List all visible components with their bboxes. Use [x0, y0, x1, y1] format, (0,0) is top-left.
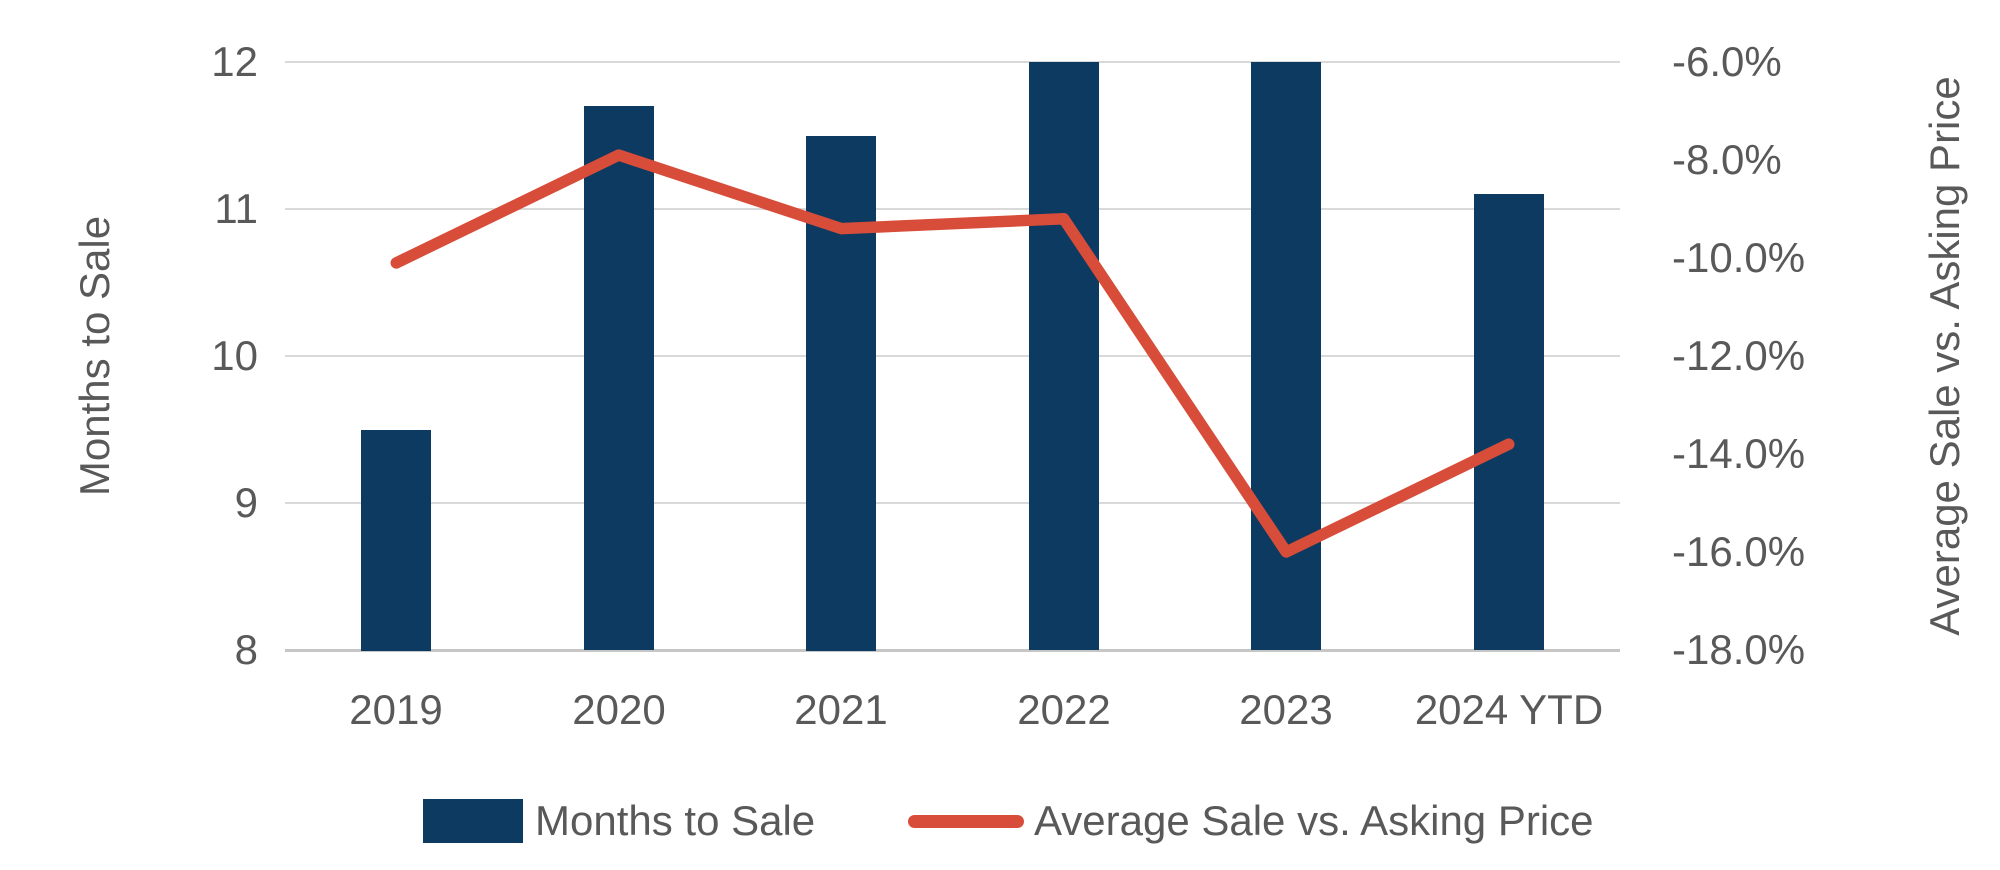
right-axis-tick-label: -12.0% — [1672, 332, 1806, 379]
x-axis-line — [285, 649, 1620, 652]
gridline — [285, 208, 1620, 210]
left-axis-tick-label: 11 — [214, 185, 258, 232]
left-axis-tick-label: 8 — [234, 626, 258, 673]
right-axis-title: Average Sale vs. Asking Price — [1921, 76, 1968, 636]
left-axis-tick-label: 9 — [234, 479, 258, 526]
right-axis-tick-label: -14.0% — [1672, 430, 1806, 477]
x-axis-label: 2022 — [1017, 686, 1111, 733]
right-axis-tick-label: -8.0% — [1672, 136, 1782, 183]
bar-2024-ytd — [1474, 194, 1544, 650]
left-axis-tick-label: 12 — [211, 38, 258, 85]
right-axis-tick-label: -18.0% — [1672, 626, 1806, 673]
gridline — [285, 502, 1620, 504]
x-axis-label: 2021 — [794, 686, 888, 733]
x-axis-label: 2020 — [572, 686, 666, 733]
right-axis-tick-label: -6.0% — [1672, 38, 1782, 85]
right-axis-tick-label: -10.0% — [1672, 234, 1806, 281]
gridline — [285, 355, 1620, 357]
x-axis-label: 2019 — [349, 686, 443, 733]
left-axis-title: Months to Sale — [71, 215, 118, 497]
left-axis-tick-label: 10 — [211, 332, 258, 379]
bar-2019 — [361, 430, 431, 651]
gridline — [285, 61, 1620, 63]
trend-line — [390, 149, 1515, 558]
bar-2022 — [1029, 62, 1099, 650]
bar-2020 — [584, 106, 654, 650]
right-axis-tick-label: -16.0% — [1672, 528, 1806, 575]
x-axis-label: 2023 — [1239, 686, 1333, 733]
x-axis-label: 2024 YTD — [1414, 686, 1604, 733]
